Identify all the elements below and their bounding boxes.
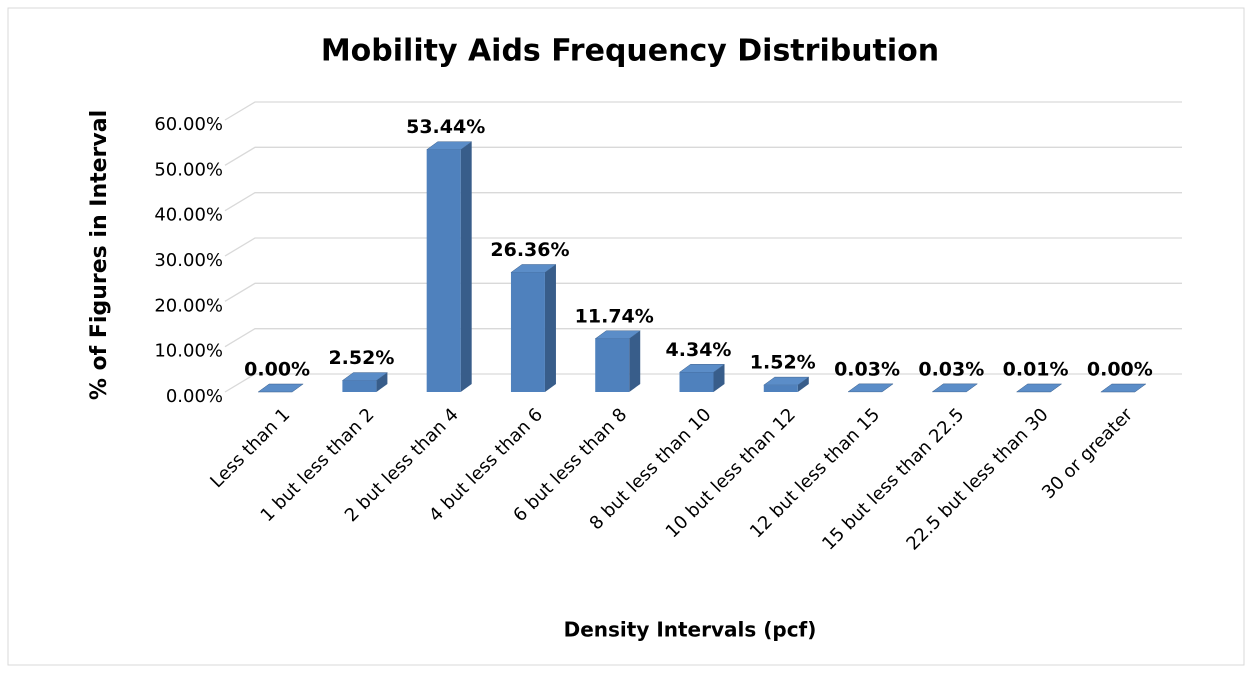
bar-side (797, 377, 809, 392)
grid-line (224, 373, 1182, 393)
grid-line (224, 101, 1182, 121)
y-tick-label: 0.00% (166, 386, 223, 407)
y-tick-label: 60.00% (154, 114, 223, 135)
data-label: 0.01% (1003, 358, 1069, 380)
bar-side (460, 141, 472, 392)
grid-line (224, 282, 1182, 302)
data-label: 2.52% (328, 347, 394, 369)
y-tick-label: 40.00% (154, 205, 223, 226)
bar (426, 149, 461, 392)
data-label: 53.44% (406, 116, 485, 138)
chart-title: Mobility Aids Frequency Distribution (321, 34, 939, 69)
bar-top (1100, 383, 1147, 393)
data-label: 0.00% (1087, 359, 1153, 381)
bar-side (629, 330, 641, 392)
bar-top (257, 383, 304, 393)
data-label: 11.74% (575, 305, 654, 327)
bar (763, 385, 798, 392)
y-tick-label: 10.00% (154, 341, 223, 362)
data-label: 0.00% (244, 359, 310, 381)
bar (510, 272, 545, 392)
bar (679, 372, 714, 392)
data-label: 0.03% (834, 358, 900, 380)
y-tick-label: 50.00% (154, 159, 223, 180)
bar-side (544, 264, 556, 392)
grid-line (224, 192, 1182, 212)
data-label: 26.36% (490, 239, 569, 261)
data-label: 1.52% (750, 352, 816, 374)
bar-side (376, 372, 388, 392)
bar (342, 380, 377, 392)
grid-line (224, 146, 1182, 166)
grid-line (224, 237, 1182, 257)
x-axis-title: Density Intervals (pcf) (564, 618, 817, 642)
bar-side (713, 364, 725, 392)
y-tick-label: 20.00% (154, 295, 223, 316)
y-tick-label: 30.00% (154, 250, 223, 271)
data-label: 0.03% (918, 358, 984, 380)
bar (595, 338, 630, 392)
y-axis-title: % of Figures in Interval (87, 110, 112, 400)
data-label: 4.34% (666, 339, 732, 361)
grid-line (224, 328, 1182, 348)
